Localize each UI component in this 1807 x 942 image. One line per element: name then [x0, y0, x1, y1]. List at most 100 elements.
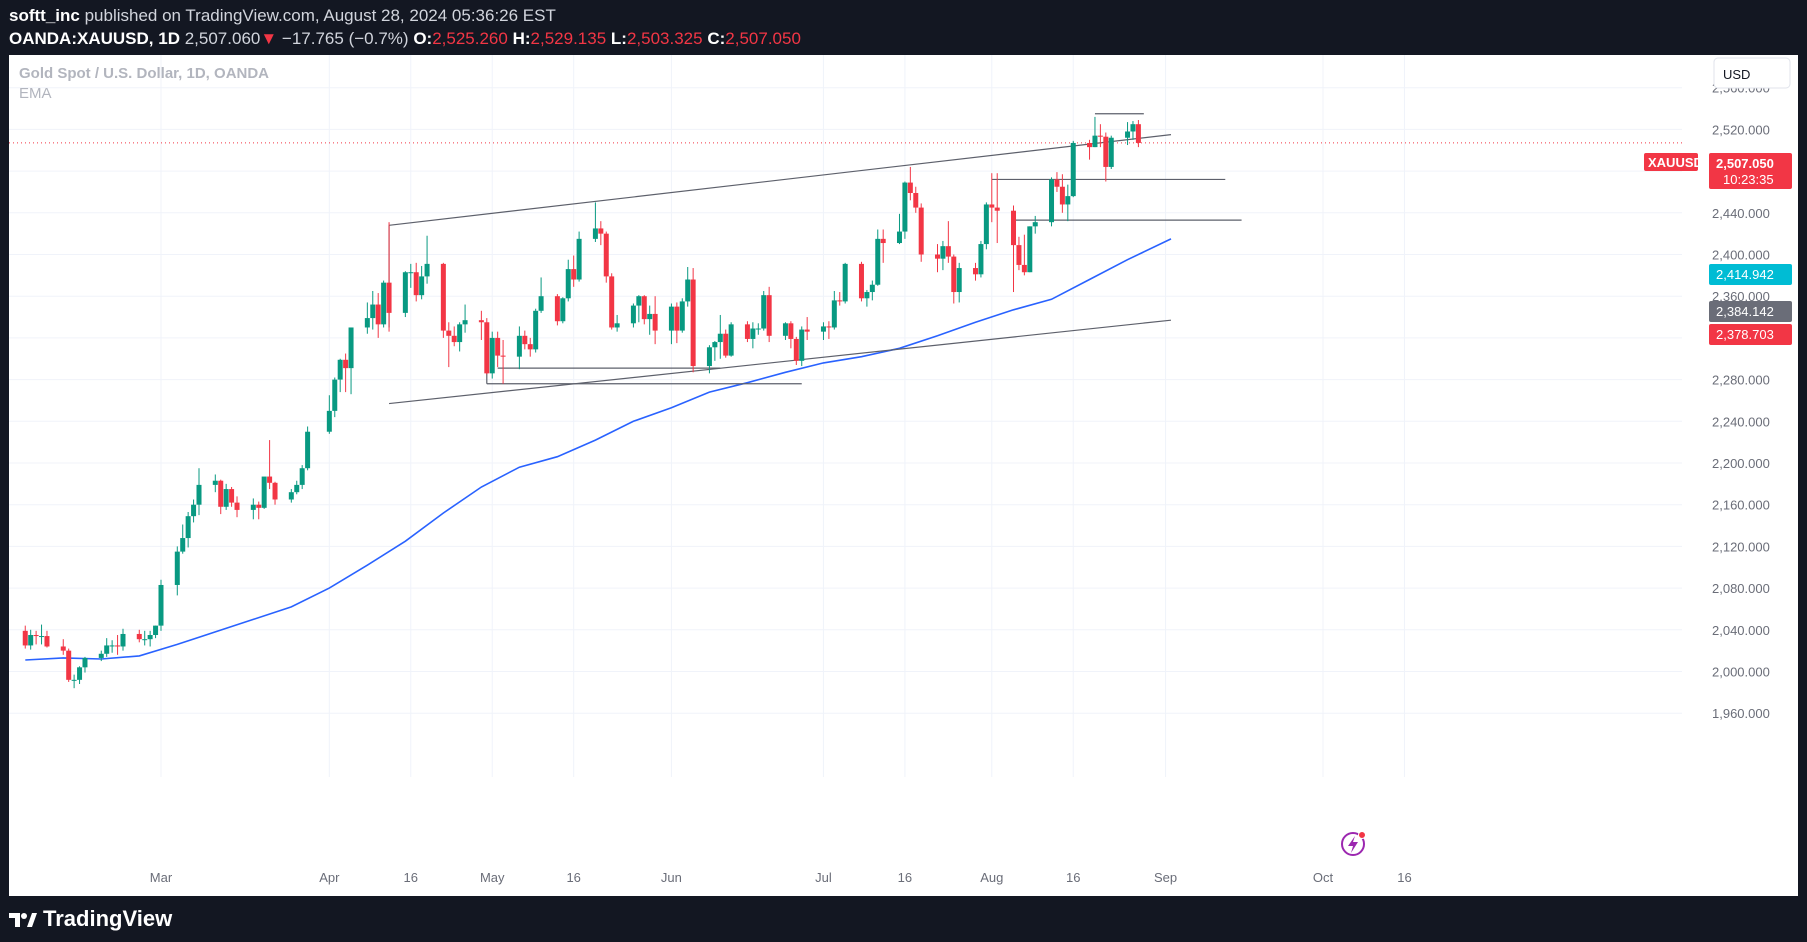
candle	[408, 263, 414, 288]
candle	[1070, 140, 1076, 198]
candle	[647, 305, 653, 335]
candle	[136, 629, 142, 643]
y-tick-label: 2,160.000	[1712, 498, 1770, 513]
candle	[104, 638, 110, 657]
red-value-label: 2,378.703	[1709, 324, 1792, 345]
price-overlays: Gold Spot / U.S. Dollar, 1D, OANDA EMA U…	[19, 57, 1792, 856]
candle-body	[180, 538, 186, 552]
candle	[120, 628, 126, 651]
candle-body	[408, 272, 414, 274]
candle	[440, 262, 446, 338]
legend-indicator[interactable]: EMA	[19, 85, 52, 102]
candle	[337, 358, 343, 393]
candle-body	[1125, 131, 1131, 138]
candle	[1027, 226, 1033, 273]
candle	[1032, 215, 1038, 234]
candle	[28, 629, 34, 650]
y-tick-label: 2,400.000	[1712, 248, 1770, 263]
candle-body	[1097, 135, 1103, 137]
candle	[402, 271, 408, 318]
candle	[907, 166, 913, 201]
tradingview-logo[interactable]: TradingView	[9, 906, 172, 932]
candle-body	[440, 263, 446, 331]
candle	[652, 296, 658, 345]
candle	[174, 546, 180, 596]
y-tick-label: 2,360.000	[1712, 289, 1770, 304]
candle	[267, 440, 273, 490]
close-value: 2,507.050	[725, 29, 801, 48]
candle	[869, 280, 875, 301]
candle	[348, 327, 354, 395]
candle-body	[1087, 142, 1093, 148]
candle-body	[1059, 186, 1065, 205]
candle-body	[136, 633, 142, 640]
candle	[256, 501, 262, 520]
publisher-name[interactable]: softt_inc	[9, 6, 80, 25]
y-tick-label: 2,200.000	[1712, 456, 1770, 471]
candle-body	[60, 646, 66, 651]
candle	[185, 511, 191, 548]
candle	[902, 181, 908, 239]
candle	[516, 326, 522, 370]
high-label: H:	[512, 29, 531, 48]
candle-body	[522, 335, 528, 345]
candle	[305, 426, 311, 471]
candle	[191, 499, 197, 523]
y-tick-label: 1,960.000	[1712, 706, 1770, 721]
chart-svg[interactable]: 1,960.000 2,000.000 2,040.000 2,080.000 2,12…	[9, 55, 1798, 896]
candle	[826, 321, 832, 339]
candle-body	[115, 645, 121, 647]
candle-body	[994, 207, 1000, 211]
trend-line[interactable]	[388, 319, 1172, 405]
candle	[706, 345, 712, 374]
trend-line[interactable]	[388, 134, 1172, 226]
candle	[554, 294, 560, 326]
candle-body	[234, 502, 240, 510]
candle	[82, 656, 88, 673]
candle	[842, 262, 848, 304]
candle-body	[565, 269, 571, 299]
candle-body	[142, 639, 148, 641]
currency-button[interactable]: USD	[1713, 57, 1791, 89]
candle-body	[267, 476, 273, 483]
candle-body	[571, 269, 577, 280]
candle-body	[820, 326, 826, 332]
candle	[343, 353, 349, 393]
candle	[614, 314, 620, 332]
price-change: −17.765 (−0.7%)	[281, 29, 409, 48]
candle	[419, 265, 425, 300]
candles	[22, 116, 1141, 689]
chart-area[interactable]: 1,960.000 2,000.000 2,040.000 2,080.000 2,12…	[9, 55, 1798, 896]
candle	[462, 304, 468, 333]
candle	[413, 262, 419, 302]
candle	[864, 289, 870, 307]
x-tick-label: Oct	[1313, 870, 1334, 885]
candle	[326, 395, 332, 434]
candle	[940, 240, 946, 271]
x-tick-label: Jul	[815, 870, 832, 885]
candle	[1125, 122, 1131, 146]
candle-body	[533, 310, 539, 350]
candle	[522, 330, 528, 350]
x-tick-label: Apr	[319, 870, 340, 885]
candle-body	[989, 204, 995, 208]
candle-body	[880, 238, 886, 244]
candle-body	[44, 636, 50, 647]
candle-body	[174, 551, 180, 585]
candle	[288, 489, 294, 503]
svg-text:2,384.142: 2,384.142	[1716, 304, 1774, 319]
candle-body	[907, 182, 913, 193]
candle-body	[98, 653, 104, 658]
x-tick-label: 16	[1397, 870, 1411, 885]
open-label: O:	[413, 29, 433, 48]
ohlc-line: OANDA:XAUUSD, 1D 2,507.060▼ −17.765 (−0.…	[9, 29, 801, 48]
y-tick-label: 2,280.000	[1712, 373, 1770, 388]
candle-body	[804, 329, 810, 332]
candle-body	[766, 295, 772, 336]
candle	[147, 630, 153, 647]
candle	[934, 244, 940, 273]
x-tick-label: Mar	[150, 870, 173, 885]
candle-body	[647, 313, 653, 320]
lightning-icon[interactable]	[1341, 831, 1366, 856]
candle	[451, 326, 457, 347]
